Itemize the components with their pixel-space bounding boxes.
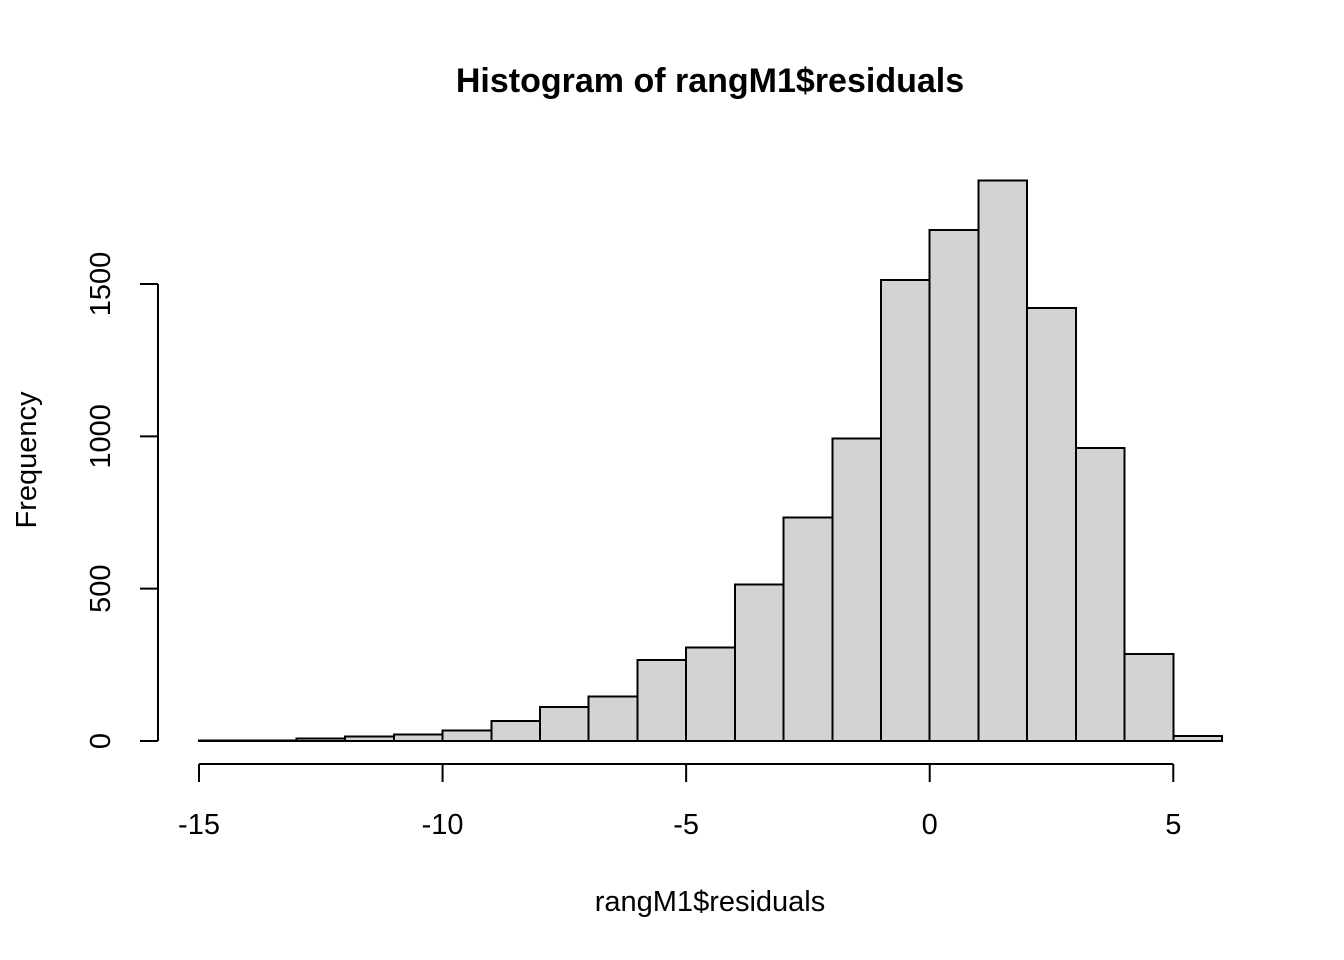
x-axis-tick-label: -10: [422, 809, 464, 841]
histogram-bar: [295, 737, 347, 742]
y-axis-tick-label: 1500: [85, 252, 117, 317]
y-ticks: 0 500 1000 1500: [85, 252, 158, 749]
y-axis-tick-label: 500: [85, 564, 117, 612]
bars-layer: [198, 179, 1224, 743]
x-axis-tick-label: -15: [178, 809, 220, 841]
histogram-bar: [1074, 446, 1126, 742]
histogram-bar: [587, 695, 639, 743]
histogram-bar: [880, 279, 931, 742]
x-axis-tick-label: 5: [1165, 809, 1181, 841]
histogram-bar: [782, 516, 834, 742]
histogram-bar: [831, 437, 882, 742]
x-axis-tick-label: 0: [922, 809, 938, 841]
x-axis-tick-label: -5: [673, 809, 699, 841]
histogram-bar: [392, 733, 444, 742]
histogram-bar: [928, 229, 980, 742]
histogram-bar: [685, 646, 736, 743]
y-axis-label: Frequency: [11, 391, 43, 529]
histogram-bar: [441, 729, 493, 743]
chart-title: Histogram of rangM1$residuals: [456, 62, 964, 100]
x-axis-label: rangM1$residuals: [595, 886, 826, 918]
histogram-bar: [539, 705, 590, 742]
histogram-bar: [344, 735, 395, 743]
x-ticks: -15 -10 -5 0 5: [178, 764, 1181, 841]
histogram-bar: [490, 720, 541, 742]
y-axis: 0 500 1000 1500: [85, 252, 159, 749]
histogram-bar: [977, 179, 1029, 742]
y-axis-tick-label: 0: [85, 733, 117, 749]
x-axis: -15 -10 -5 0 5: [178, 763, 1181, 841]
histogram-bar: [1172, 734, 1224, 743]
histogram-bar: [733, 583, 785, 742]
histogram-bar: [636, 658, 688, 743]
histogram-bar: [1026, 307, 1077, 742]
histogram-bar: [1123, 653, 1175, 742]
y-axis-tick-label: 1000: [85, 404, 117, 469]
